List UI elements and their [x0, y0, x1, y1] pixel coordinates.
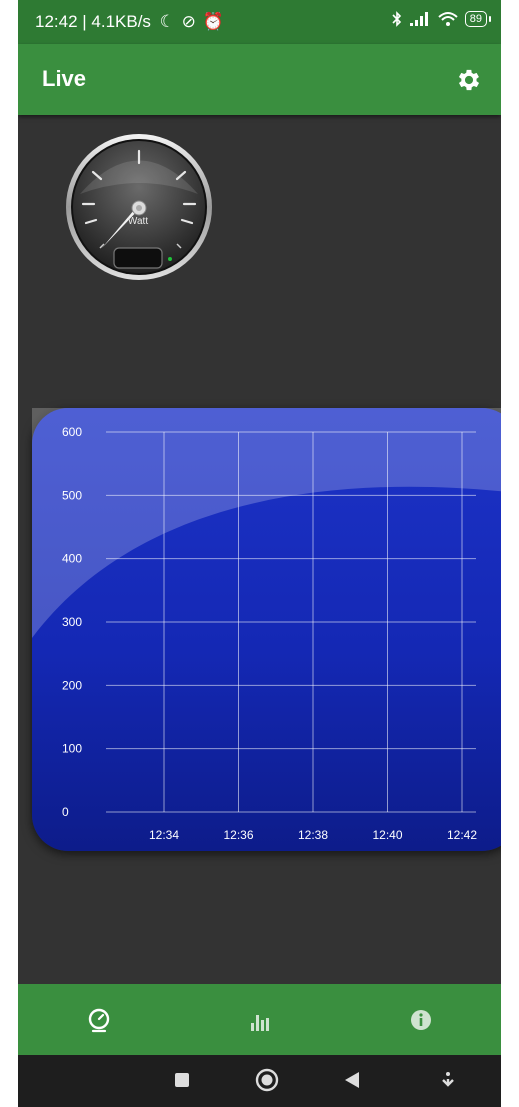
back-icon[interactable] — [343, 1071, 361, 1089]
status-bar: 12:42 | 4.1KB/s ☾ ⊘ ⏰ 89 — [18, 0, 501, 44]
status-time-speed: 12:42 | 4.1KB/s — [35, 12, 151, 31]
gauge-unit-label: Watt — [127, 216, 149, 227]
x-tick-label: 12:40 — [372, 828, 402, 842]
alarm-icon: ⏰ — [202, 12, 224, 31]
signal-icon — [409, 12, 428, 26]
x-tick-label: 12:38 — [298, 828, 328, 842]
y-tick-label: 600 — [62, 425, 82, 439]
y-tick-label: 500 — [62, 488, 82, 502]
chart-ticks: 0 100 200 300 400 500 600 12:34 12:36 12:38 12:40 1… — [62, 425, 477, 842]
system-nav — [18, 1055, 501, 1107]
hide-nav-icon[interactable] — [441, 1071, 455, 1091]
x-tick-label: 12:36 — [223, 828, 253, 842]
moon-icon: ☾ — [159, 12, 175, 31]
gear-icon[interactable] — [455, 66, 483, 94]
info-icon — [410, 1009, 431, 1030]
app-frame: 12:42 | 4.1KB/s ☾ ⊘ ⏰ 89 Live — [18, 0, 501, 1107]
nav-live[interactable] — [18, 984, 179, 1055]
mute-icon: ⊘ — [181, 12, 196, 31]
chart-gloss — [32, 408, 501, 638]
y-tick-label: 400 — [62, 552, 82, 566]
battery-icon: 89 — [464, 11, 492, 27]
y-tick-label: 0 — [62, 805, 69, 819]
status-left: 12:42 | 4.1KB/s ☾ ⊘ ⏰ — [35, 12, 224, 32]
status-right: 89 — [392, 11, 492, 27]
nav-history[interactable] — [179, 984, 340, 1055]
x-tick-label: 12:34 — [149, 828, 179, 842]
x-tick-label: 12:42 — [447, 828, 477, 842]
bottom-nav — [18, 984, 501, 1055]
chart-panel — [32, 408, 501, 851]
y-tick-label: 300 — [62, 615, 82, 629]
chart-grid — [106, 431, 476, 813]
recent-apps-icon[interactable] — [174, 1072, 190, 1088]
y-tick-label: 100 — [62, 742, 82, 756]
nav-info[interactable] — [340, 984, 501, 1055]
live-chart: 0 100 200 300 400 500 600 12:34 12:36 12:38 12:40 1… — [32, 408, 501, 842]
power-gauge — [66, 134, 212, 280]
bar-chart-icon — [250, 1014, 269, 1031]
app-bar: Live — [18, 44, 501, 115]
wifi-icon — [438, 12, 458, 26]
page-title: Live — [42, 66, 87, 91]
bluetooth-icon — [392, 11, 401, 27]
y-tick-label: 200 — [62, 678, 82, 692]
speedometer-icon — [88, 1008, 109, 1032]
home-icon[interactable] — [255, 1068, 279, 1092]
